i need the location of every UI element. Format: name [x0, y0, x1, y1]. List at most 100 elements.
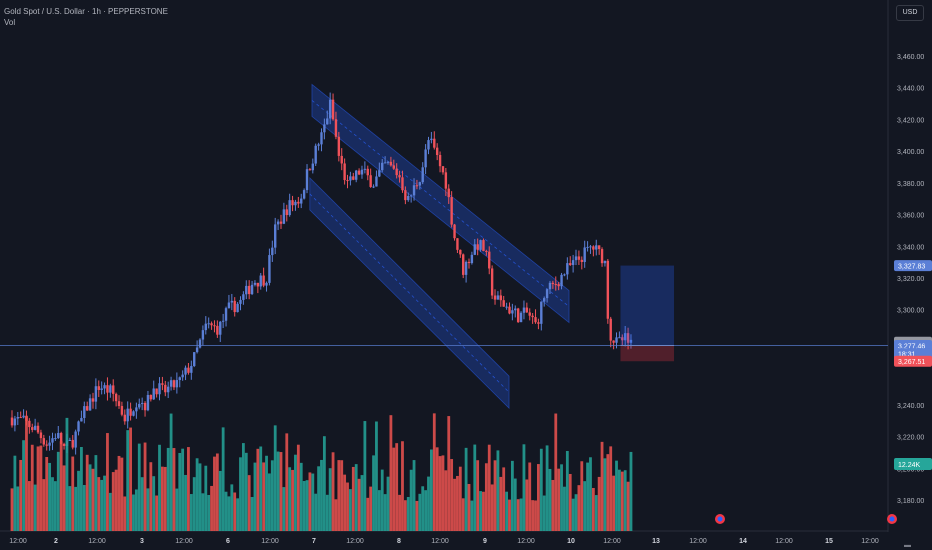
volume-bar — [606, 454, 610, 531]
volume-bar — [62, 465, 66, 531]
candle — [291, 200, 294, 206]
volume-bar — [74, 486, 78, 531]
volume-bar — [366, 497, 370, 531]
candle — [516, 308, 520, 323]
volume-bar — [201, 493, 205, 531]
candle — [467, 261, 471, 264]
candle — [381, 162, 384, 171]
candle — [357, 170, 361, 175]
candle — [216, 325, 219, 335]
volume-bar — [403, 500, 407, 531]
volume-bar — [565, 450, 569, 531]
volume-bar — [629, 451, 633, 531]
candle — [135, 407, 138, 412]
volume-indicator-label[interactable]: Vol — [4, 18, 16, 27]
candle — [80, 417, 83, 422]
time-tick-label: 12:00 — [88, 538, 106, 545]
candle — [580, 259, 583, 262]
volume-bar — [259, 446, 263, 531]
price-tag-label: 3,277.46 — [898, 343, 925, 350]
candle — [210, 323, 213, 326]
candle — [566, 263, 569, 275]
currency-button[interactable]: USD — [896, 5, 924, 21]
volume-bar — [48, 462, 52, 531]
volume-bar — [438, 456, 442, 531]
candle — [164, 384, 167, 393]
candle — [464, 261, 468, 275]
volume-bar — [343, 474, 347, 531]
volume-bar — [178, 452, 182, 531]
volume-bar — [612, 475, 616, 531]
volume-bar — [33, 484, 37, 531]
volume-bar — [415, 500, 419, 531]
candle — [612, 340, 615, 343]
volume-bar — [19, 459, 23, 531]
candle — [195, 347, 199, 353]
candle — [418, 182, 422, 186]
volume-bar — [508, 499, 511, 531]
volume-bar — [65, 417, 69, 531]
candle — [68, 439, 72, 441]
volume-bar — [123, 496, 127, 531]
volume-bar — [528, 462, 532, 531]
candle — [375, 176, 378, 187]
price-tag-label: 3,327.83 — [898, 264, 925, 271]
candle — [109, 385, 112, 393]
candle — [59, 432, 63, 444]
volume-bar — [51, 477, 54, 531]
volume-bar — [184, 474, 187, 531]
candle — [421, 167, 424, 183]
candle — [433, 138, 436, 148]
time-tick-label: 15 — [825, 538, 833, 545]
candle — [268, 255, 271, 283]
candle — [331, 99, 335, 120]
candle — [447, 188, 450, 198]
candle — [595, 245, 598, 250]
volume-bar — [349, 489, 352, 531]
candle — [88, 398, 92, 411]
volume-bar — [401, 441, 404, 531]
candle — [490, 268, 494, 296]
candle — [386, 161, 390, 163]
time-tick-label: 9 — [483, 538, 487, 545]
time-tick-label: 14 — [739, 538, 747, 545]
candle — [618, 337, 621, 339]
volume-bar — [554, 413, 558, 531]
volume-bar — [424, 490, 428, 531]
candle — [401, 177, 404, 191]
candle — [453, 224, 456, 239]
volume-bar — [198, 463, 202, 531]
volume-bar — [158, 444, 161, 531]
candle — [360, 169, 364, 175]
volume-bar — [181, 448, 185, 531]
candle — [444, 172, 448, 189]
volume-bar — [265, 455, 268, 531]
candle — [485, 250, 488, 252]
candle — [193, 352, 196, 367]
candle — [204, 323, 207, 331]
volume-bar — [432, 413, 436, 531]
candle — [557, 284, 560, 287]
volume-bar — [369, 486, 373, 531]
volume-bar — [77, 470, 80, 531]
candle — [569, 263, 572, 265]
time-tick-label: 12:00 — [689, 538, 707, 545]
symbol-title[interactable]: Gold Spot / U.S. Dollar · 1h · PEPPERSTO… — [4, 7, 168, 16]
volume-bar — [493, 460, 497, 531]
volume-bar — [302, 480, 306, 531]
candle — [245, 285, 248, 295]
volume-tag — [894, 458, 932, 470]
candle — [198, 339, 202, 348]
candle — [337, 136, 341, 156]
volume-bar — [427, 476, 430, 531]
price-tick-label: 3,400.00 — [897, 149, 924, 156]
time-tick-label: 7 — [312, 538, 316, 545]
price-tick-label: 3,220.00 — [897, 435, 924, 442]
candle — [48, 442, 51, 446]
candle — [479, 240, 482, 250]
price-tick-label: 3,460.00 — [897, 54, 924, 61]
candle — [178, 377, 181, 381]
candle — [407, 195, 410, 201]
